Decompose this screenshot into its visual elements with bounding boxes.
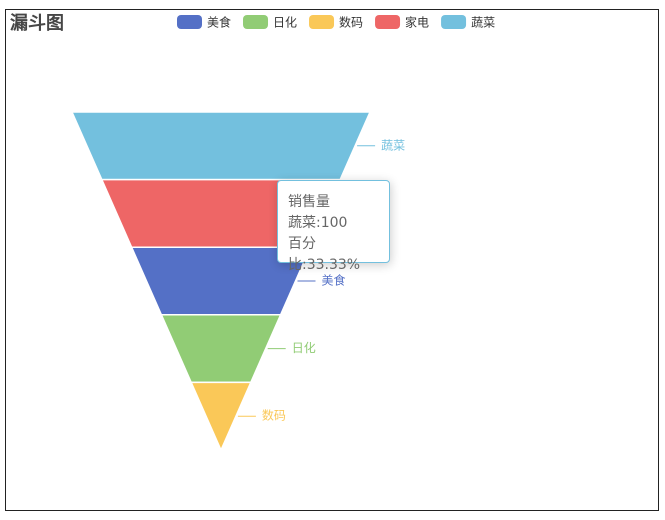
legend-swatch[interactable] (243, 15, 269, 29)
funnel-segment (70, 111, 372, 181)
legend-label[interactable]: 日化 (273, 16, 297, 30)
legend-swatch[interactable] (309, 15, 335, 29)
tooltip: 销售量 蔬菜:100 百分比:33.33% (277, 180, 390, 273)
tooltip-line: 蔬菜:100 (288, 215, 348, 231)
legend-swatch[interactable] (441, 15, 467, 29)
legend-label[interactable]: 美食 (207, 15, 231, 30)
tooltip-title: 销售量 (288, 194, 330, 210)
legend-label[interactable]: 数码 (339, 15, 363, 30)
legend-swatch[interactable] (375, 15, 401, 29)
chart-title: 漏斗图 (10, 13, 64, 34)
segment-label: 日化 (292, 341, 316, 355)
tooltip-line: 百分比:33.33% (288, 236, 361, 273)
legend-label[interactable]: 蔬菜 (471, 16, 495, 30)
legend-label[interactable]: 家电 (405, 15, 429, 30)
segment-label: 数码 (262, 408, 286, 423)
frame (5, 9, 659, 511)
funnel-segment (160, 314, 282, 384)
segment-label: 蔬菜 (381, 138, 405, 152)
legend-swatch[interactable] (177, 15, 202, 29)
segment-label: 美食 (322, 273, 346, 288)
funnel-segment (190, 381, 252, 452)
